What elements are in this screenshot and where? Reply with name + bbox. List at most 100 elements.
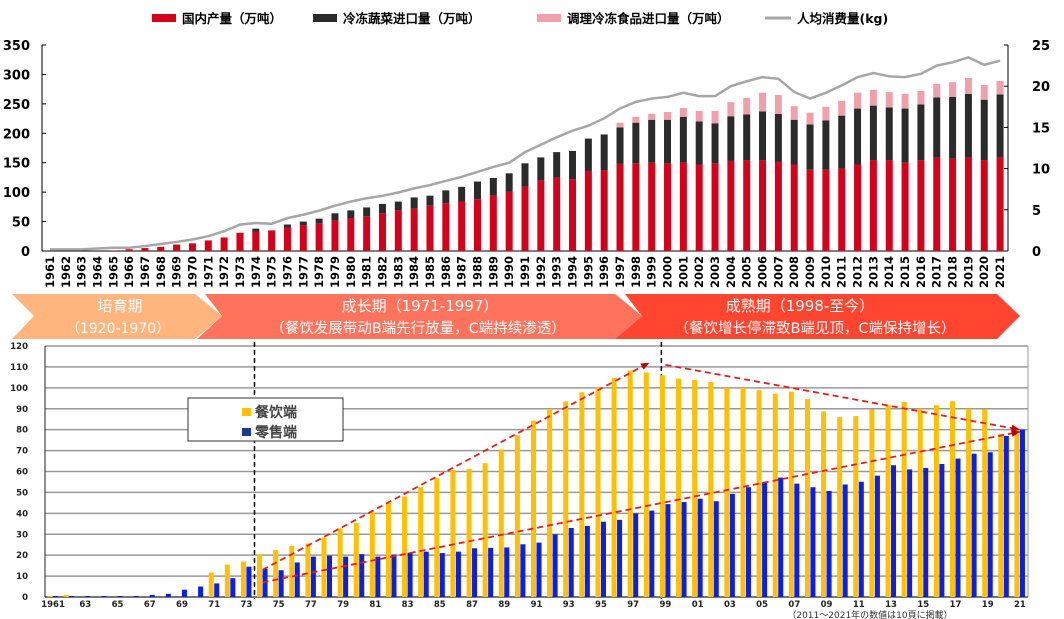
legend-swatch xyxy=(152,14,176,22)
right-tick-label: 5 xyxy=(1032,204,1041,219)
bar-retail xyxy=(488,547,494,597)
x-tick-label: 07 xyxy=(788,600,800,610)
bar-frozen-veg-import xyxy=(917,104,925,161)
phase-2-title: 成长期（1971-1997） xyxy=(342,297,499,315)
bar-domestic xyxy=(616,163,624,251)
bar-restaurant xyxy=(321,537,327,597)
bar-frozen-veg-import xyxy=(252,228,260,232)
x-tick-label: 2014 xyxy=(882,256,896,288)
bar-restaurant xyxy=(804,399,810,597)
bar-domestic xyxy=(600,170,608,251)
x-tick-label: 1996 xyxy=(597,256,611,288)
phase-2-arrow xyxy=(197,294,642,339)
y-tick-label: 50 xyxy=(16,488,28,498)
bar-domestic xyxy=(759,160,767,251)
x-tick-label: 95 xyxy=(595,600,607,610)
bar-restaurant xyxy=(949,401,955,597)
bar-domestic xyxy=(299,225,307,251)
x-tick-label: 1979 xyxy=(328,256,342,288)
x-tick-label: 1961 xyxy=(43,256,57,288)
bar-retail xyxy=(391,554,397,597)
bar-domestic xyxy=(774,161,782,251)
legend-box xyxy=(187,397,344,442)
top-bars xyxy=(109,77,1004,251)
bar-retail xyxy=(53,595,59,597)
bar-retail xyxy=(697,498,703,597)
bar-frozen-veg-import xyxy=(885,107,893,161)
bar-retail xyxy=(649,510,655,597)
x-tick-label: 03 xyxy=(724,600,736,610)
left-tick-label: 300 xyxy=(3,68,30,83)
bar-restaurant xyxy=(627,370,633,597)
bar-retail xyxy=(665,504,671,597)
bar-domestic xyxy=(315,223,323,251)
bar-domestic xyxy=(363,216,371,251)
bar-domestic xyxy=(489,195,497,251)
bar-frozen-veg-import xyxy=(727,116,735,161)
bar-retail xyxy=(826,490,832,597)
bar-retail xyxy=(455,551,461,597)
bar-retail xyxy=(149,594,155,597)
bar-prepared-import xyxy=(869,89,877,106)
bar-retail xyxy=(923,467,929,597)
bar-retail xyxy=(375,556,381,597)
bar-domestic xyxy=(885,160,893,251)
bar-domestic xyxy=(569,179,577,251)
bar-retail xyxy=(1003,435,1009,597)
bar-restaurant xyxy=(933,405,939,597)
bar-restaurant xyxy=(788,391,794,597)
x-tick-label: 83 xyxy=(402,600,414,610)
bar-retail xyxy=(181,589,187,597)
bar-prepared-import xyxy=(774,95,782,114)
bar-restaurant xyxy=(998,433,1004,597)
bar-domestic xyxy=(711,163,719,251)
x-tick-label: 2016 xyxy=(914,256,928,288)
bar-restaurant xyxy=(901,401,907,597)
bar-retail xyxy=(1019,429,1025,597)
bar-retail xyxy=(907,469,913,597)
bar-frozen-veg-import xyxy=(806,124,814,170)
bar-domestic xyxy=(347,218,355,251)
bar-restaurant xyxy=(63,594,69,597)
bar-domestic xyxy=(838,168,846,251)
bar-frozen-veg-import xyxy=(378,203,386,214)
bar-prepared-import xyxy=(885,92,893,108)
x-tick-label: 21 xyxy=(1014,600,1026,610)
legend-label: 人均消费量(kg) xyxy=(797,11,888,26)
bar-frozen-veg-import xyxy=(616,127,624,164)
bar-retail xyxy=(794,483,800,597)
bar-restaurant xyxy=(676,378,682,597)
bar-restaurant xyxy=(579,392,585,597)
bar-frozen-veg-import xyxy=(394,201,402,211)
bar-domestic xyxy=(664,163,672,251)
x-tick-label: 1978 xyxy=(312,256,326,288)
x-tick-label: 2020 xyxy=(977,256,991,288)
bar-frozen-veg-import xyxy=(679,116,687,163)
bar-restaurant xyxy=(692,379,698,597)
x-tick-label: 2002 xyxy=(692,256,706,288)
x-tick-label: 77 xyxy=(305,600,317,610)
x-tick-label: 1976 xyxy=(280,256,294,288)
bar-retail xyxy=(552,534,558,597)
bar-restaurant xyxy=(531,420,536,597)
x-tick-label: 1971 xyxy=(201,256,215,288)
bar-frozen-veg-import xyxy=(315,218,323,224)
x-tick-label: 1983 xyxy=(391,256,405,288)
phase-1-subtitle: （1920-1970） xyxy=(66,321,170,337)
x-tick-label: 1980 xyxy=(344,256,358,288)
bar-frozen-veg-import xyxy=(505,173,513,192)
bar-domestic xyxy=(220,237,228,251)
bar-restaurant xyxy=(337,528,343,597)
x-tick-label: 1966 xyxy=(122,256,136,288)
x-tick-label: 01 xyxy=(692,600,704,610)
bar-restaurant xyxy=(643,372,649,597)
x-tick-label: 1985 xyxy=(423,256,437,288)
bar-domestic xyxy=(125,249,133,251)
bar-restaurant xyxy=(385,502,391,597)
bar-prepared-import xyxy=(996,80,1004,95)
x-tick-label: 2009 xyxy=(803,256,817,288)
bar-domestic xyxy=(996,157,1004,251)
bar-domestic xyxy=(442,203,450,251)
